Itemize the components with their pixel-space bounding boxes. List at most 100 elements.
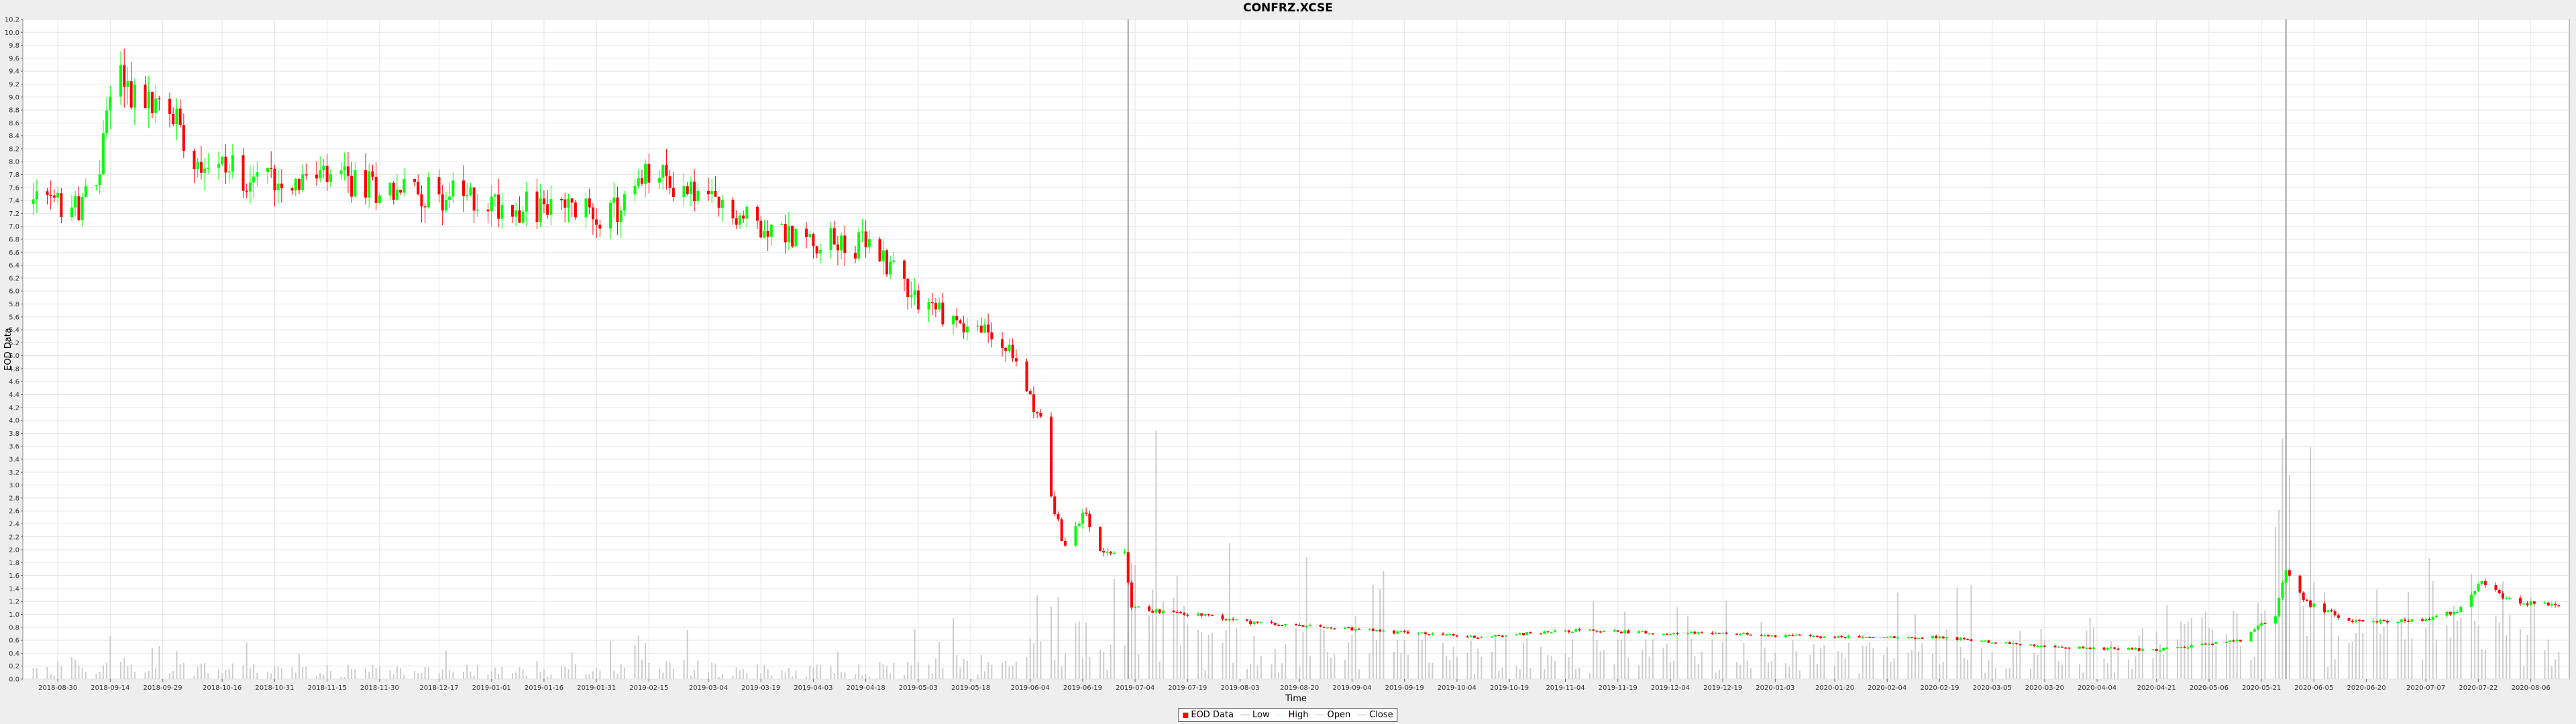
volume-bar xyxy=(1473,673,1475,679)
volume-bar xyxy=(2141,627,2143,679)
candle xyxy=(1935,634,1938,639)
volume-bar xyxy=(1847,642,1849,679)
volume-bar xyxy=(1816,664,1818,679)
candle-body xyxy=(1322,626,1326,628)
volume-bar xyxy=(1155,431,1157,679)
candle xyxy=(1273,621,1277,626)
candle xyxy=(1134,605,1137,609)
candle xyxy=(979,317,983,334)
volume-bar xyxy=(2302,605,2304,679)
candle-body xyxy=(1892,636,1896,639)
legend-label: EOD Data xyxy=(1191,710,1234,720)
candle-body xyxy=(1760,635,1763,636)
candle-body xyxy=(518,210,521,223)
candle xyxy=(199,145,203,180)
x-tick-label: 2019-01-01 xyxy=(472,684,511,692)
volume-bar xyxy=(347,664,349,679)
volume-bar xyxy=(1498,671,1500,679)
candle xyxy=(2011,643,2015,645)
volume-bar xyxy=(1638,665,1640,679)
candle xyxy=(1472,635,1476,639)
candle xyxy=(2039,644,2043,647)
volume-bar xyxy=(1911,650,1913,679)
candle-body xyxy=(490,196,493,212)
candle xyxy=(325,154,329,192)
volume-bar xyxy=(71,657,72,679)
candle xyxy=(2008,641,2011,645)
candle xyxy=(395,174,398,201)
volume-bar xyxy=(172,670,174,679)
candle xyxy=(2131,646,2134,650)
candle xyxy=(2043,645,2046,648)
candle-body xyxy=(290,188,294,191)
volume-bar xyxy=(2226,634,2227,679)
volume-bar xyxy=(522,669,524,679)
candle-body xyxy=(1540,633,1542,635)
candle-body xyxy=(1627,630,1630,634)
candle xyxy=(98,160,101,194)
candle xyxy=(815,245,818,259)
volume-bar xyxy=(1383,570,1385,679)
x-tick-label: 2019-03-04 xyxy=(689,684,728,692)
candle-body xyxy=(1137,606,1140,608)
volume-bar xyxy=(739,670,741,679)
candle xyxy=(1148,604,1150,612)
candle-body xyxy=(1161,610,1165,613)
candle-body xyxy=(1641,631,1644,632)
candle-body xyxy=(2060,646,2063,648)
candle-body xyxy=(1770,635,1774,637)
candle-body xyxy=(952,316,955,324)
candle-body xyxy=(2102,647,2106,650)
candle-body xyxy=(305,174,308,176)
candle-body xyxy=(1053,496,1057,514)
volume-bar xyxy=(561,666,562,679)
candle xyxy=(1700,631,1703,634)
candle-body xyxy=(861,231,864,233)
volume-bar xyxy=(2187,621,2189,679)
candle xyxy=(2410,619,2414,623)
candle xyxy=(2211,643,2214,646)
volume-bar xyxy=(623,667,625,679)
candle xyxy=(511,204,514,223)
candle-body xyxy=(1281,625,1284,626)
candle xyxy=(266,167,269,184)
volume-bar xyxy=(1250,664,1252,679)
candle xyxy=(987,313,990,343)
candle-body xyxy=(1112,552,1116,554)
volume-bar xyxy=(1051,607,1052,679)
candle xyxy=(193,148,196,184)
candle xyxy=(2137,648,2141,652)
volume-bar xyxy=(2008,668,2010,679)
candle-body xyxy=(1690,631,1693,634)
volume-bar xyxy=(1152,589,1154,679)
volume-bar xyxy=(1375,640,1377,679)
candle xyxy=(1798,634,1801,636)
candle xyxy=(1445,634,1448,636)
candle xyxy=(469,182,472,196)
candle xyxy=(609,200,612,240)
volume-bar xyxy=(46,667,48,679)
volume-bar xyxy=(378,666,380,679)
candle-body xyxy=(2186,647,2190,649)
volume-bar xyxy=(2457,621,2459,679)
candle-body xyxy=(2323,603,2326,613)
volume-bar xyxy=(2373,617,2374,679)
volume-bar xyxy=(365,668,366,679)
candle-body xyxy=(815,246,818,254)
candle-body xyxy=(1134,607,1137,608)
candle-body xyxy=(1970,639,1973,641)
candle-body xyxy=(172,113,175,125)
y-tick-label: 1.6 xyxy=(9,572,19,580)
volume-bar xyxy=(1106,670,1108,679)
candle xyxy=(1529,631,1532,634)
candle-body xyxy=(710,190,714,194)
candle xyxy=(1592,629,1595,631)
candle xyxy=(787,212,790,251)
candle-body xyxy=(2483,581,2487,585)
volume-bar xyxy=(1589,673,1591,679)
candle xyxy=(493,192,496,207)
volume-bar xyxy=(1334,654,1336,679)
candle xyxy=(1393,630,1395,635)
x-tick-label: 2018-11-30 xyxy=(360,684,399,692)
